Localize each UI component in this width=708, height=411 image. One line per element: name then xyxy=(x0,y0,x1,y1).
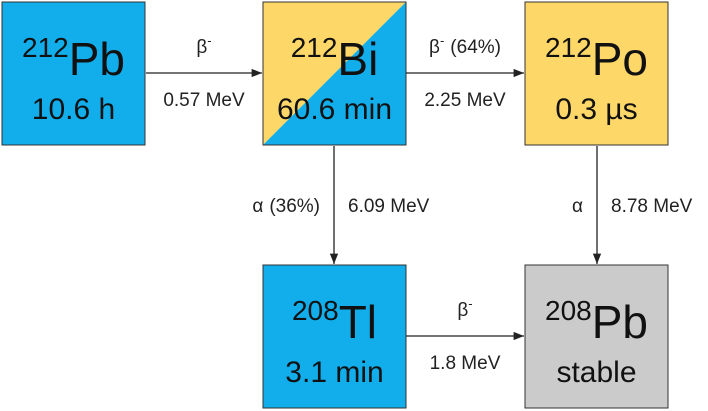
mass-number: 212 xyxy=(22,32,69,63)
decay-mode: β- xyxy=(196,33,211,58)
nuclide-box: 212Bi 60.6 min xyxy=(262,1,407,146)
nuclide-label: 212Bi xyxy=(291,32,379,85)
branch-ratio: (64%) xyxy=(450,37,501,58)
mass-number: 212 xyxy=(291,32,338,63)
decay-arrow: α (36%) 6.09 MeV xyxy=(252,146,430,264)
element-symbol: Bi xyxy=(337,33,378,85)
nuclide-label: 208Tl xyxy=(292,295,377,348)
mode-charge: - xyxy=(207,33,211,48)
half-life: 0.3 µs xyxy=(555,93,637,126)
mass-number: 212 xyxy=(545,32,592,63)
element-symbol: Pb xyxy=(592,296,648,348)
decay-arrow: β- (64%) 2.25 MeV xyxy=(406,33,524,111)
nuclide-box: 212Po 0.3 µs xyxy=(524,1,669,146)
decay-mode: α xyxy=(572,196,583,217)
decay-mode: β- xyxy=(457,296,472,321)
decay-energy: 1.8 MeV xyxy=(430,353,501,374)
mode-symbol: β xyxy=(196,37,207,58)
mode-symbol: α xyxy=(252,196,263,217)
element-symbol: Po xyxy=(592,33,648,85)
box xyxy=(1,1,146,146)
mode-symbol: β xyxy=(429,37,440,58)
half-life: stable xyxy=(556,356,636,389)
decay-mode: α (36%) xyxy=(252,196,320,217)
box xyxy=(524,1,669,146)
nuclide-label: 212Po xyxy=(545,32,648,85)
mass-number: 208 xyxy=(292,295,339,326)
mode-symbol: α xyxy=(572,196,583,217)
half-life: 60.6 min xyxy=(277,93,392,126)
nuclide-label: 212Pb xyxy=(22,32,125,85)
mode-symbol: β xyxy=(457,300,468,321)
nuclide-box: 212Pb 10.6 h xyxy=(1,1,146,146)
decay-energy: 6.09 MeV xyxy=(348,196,430,217)
branch-ratio: (36%) xyxy=(269,196,320,217)
half-life: 3.1 min xyxy=(285,356,383,389)
element-symbol: Tl xyxy=(339,296,377,348)
nuclide-box: 208Tl 3.1 min xyxy=(262,264,407,409)
decay-energy: 2.25 MeV xyxy=(424,90,506,111)
nuclide-box: 208Pb stable xyxy=(524,264,669,409)
decay-energy: 0.57 MeV xyxy=(163,90,245,111)
box xyxy=(524,264,669,409)
box-fill-diagonal xyxy=(263,2,406,145)
mode-charge: - xyxy=(440,33,444,48)
element-symbol: Pb xyxy=(69,33,125,85)
nuclide-label: 208Pb xyxy=(545,295,648,348)
decay-mode: β- (64%) xyxy=(429,33,501,58)
mass-number: 208 xyxy=(545,295,592,326)
decay-arrow: β- 0.57 MeV xyxy=(146,33,262,111)
half-life: 10.6 h xyxy=(32,93,115,126)
box xyxy=(262,264,407,409)
decay-energy: 8.78 MeV xyxy=(611,196,693,217)
decay-arrow: β- 1.8 MeV xyxy=(406,296,524,374)
decay-arrow: α 8.78 MeV xyxy=(572,146,693,264)
mode-charge: - xyxy=(468,296,472,311)
